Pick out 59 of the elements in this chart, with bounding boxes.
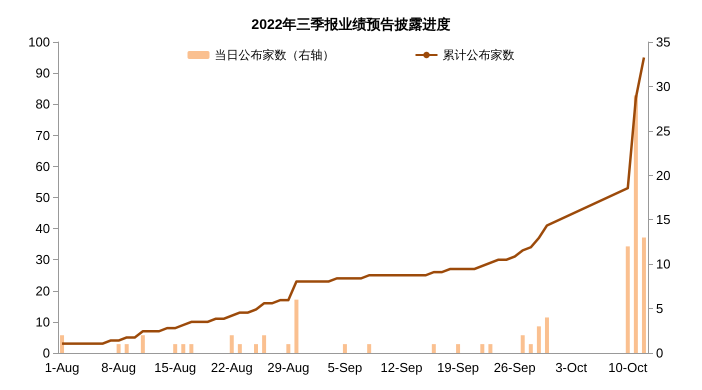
y2-tick-label: 35: [656, 34, 670, 50]
bar: [230, 335, 234, 353]
y2-tick-label: 25: [656, 123, 670, 138]
bar: [254, 344, 258, 353]
legend-label: 累计公布家数: [442, 48, 514, 62]
bar: [238, 344, 242, 353]
bar: [116, 344, 121, 353]
x-tick-label: 19-Sep: [437, 360, 480, 375]
y-tick-label: 10: [36, 314, 50, 330]
y-tick-label: 20: [36, 283, 50, 298]
y2-tick-label: 5: [656, 301, 664, 316]
y-tick-label: 0: [42, 346, 50, 360]
bar: [480, 344, 484, 353]
bar: [294, 300, 298, 353]
bar: [173, 344, 178, 353]
chart-title: 2022年三季报业绩预告披露进度: [251, 16, 451, 32]
bar: [60, 335, 64, 353]
x-tick-label: 5-Sep: [328, 360, 362, 375]
x-tick-label: 10-Oct: [608, 360, 648, 375]
bar: [189, 344, 194, 353]
x-tick-label: 1-Aug: [44, 360, 80, 375]
bar: [642, 237, 646, 353]
bar: [626, 246, 630, 353]
y-tick-label: 60: [36, 158, 50, 174]
y2-tick-label: 15: [656, 212, 670, 228]
x-tick-label: 15-Aug: [154, 360, 196, 375]
x-tick-label: 12-Sep: [380, 360, 422, 375]
x-tick-label: 29-Aug: [267, 360, 310, 375]
y-tick-label: 40: [36, 221, 50, 236]
y2-tick-label: 30: [656, 78, 670, 94]
y-tick-label: 80: [36, 96, 50, 112]
bar: [140, 335, 145, 353]
bar: [634, 95, 638, 353]
y2-tick-label: 0: [656, 346, 664, 360]
bar: [367, 344, 372, 353]
bar: [520, 335, 525, 353]
legend-label: 当日公布家数（右轴）: [214, 48, 334, 62]
bar: [528, 344, 533, 353]
x-tick-label: 3-Oct: [555, 360, 588, 375]
bar: [286, 344, 290, 353]
x-tick-label: 22-Aug: [210, 360, 253, 375]
bar: [488, 344, 492, 353]
bar: [262, 335, 266, 353]
bar: [124, 344, 129, 353]
bar: [544, 317, 549, 353]
bar: [456, 344, 460, 353]
y-tick-label: 90: [36, 66, 50, 81]
bar: [181, 344, 186, 353]
y-tick-label: 100: [28, 34, 50, 50]
y-tick-label: 50: [36, 190, 50, 205]
bar: [432, 344, 436, 353]
bar: [342, 344, 347, 353]
x-tick-label: 8-Aug: [101, 360, 136, 375]
y2-tick-label: 20: [656, 168, 670, 183]
y2-tick-label: 10: [656, 256, 670, 272]
y-tick-label: 30: [36, 252, 50, 268]
x-tick-label: 26-Sep: [494, 360, 536, 375]
y-tick-label: 70: [36, 128, 50, 143]
bar: [536, 326, 541, 353]
